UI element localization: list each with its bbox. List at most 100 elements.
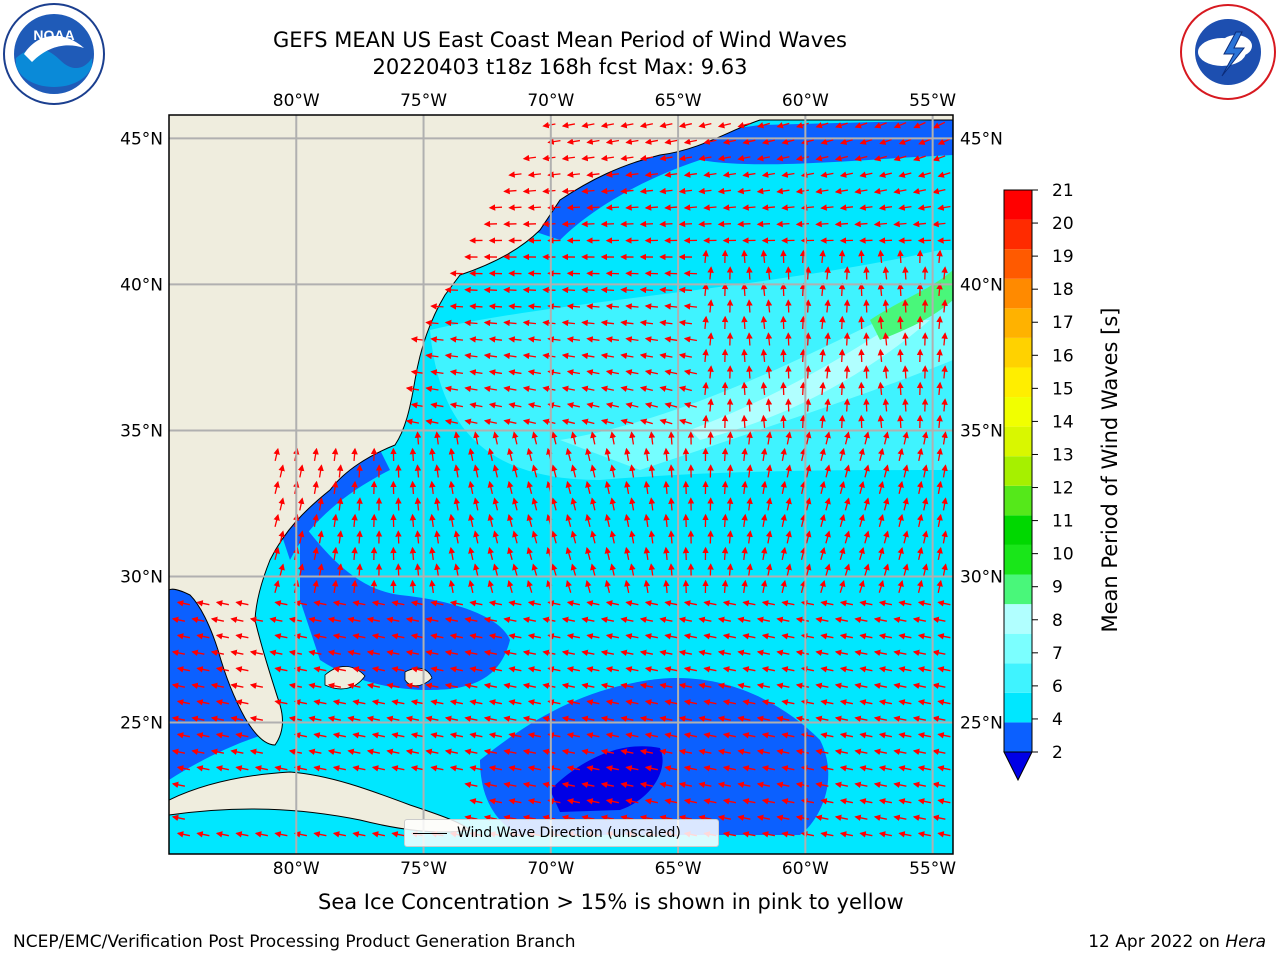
longitude-label: 60°W xyxy=(782,91,829,111)
direction-arrow xyxy=(503,385,517,393)
direction-arrow xyxy=(430,633,444,640)
direction-arrow xyxy=(819,414,826,429)
direction-arrow xyxy=(893,122,907,129)
direction-arrow xyxy=(819,480,826,494)
direction-arrow xyxy=(863,398,870,412)
direction-arrow xyxy=(444,715,459,723)
direction-arrow xyxy=(839,732,854,739)
direction-arrow xyxy=(405,715,420,723)
direction-arrow xyxy=(922,563,929,577)
direction-arrow xyxy=(863,332,870,346)
direction-arrow xyxy=(941,266,948,280)
direction-arrow xyxy=(639,715,654,723)
direction-arrow xyxy=(273,480,280,494)
direction-arrow xyxy=(508,633,522,640)
direction-arrow xyxy=(507,480,514,494)
direction-arrow xyxy=(902,266,909,280)
direction-arrow xyxy=(473,497,480,511)
direction-arrow xyxy=(698,220,712,228)
direction-arrow xyxy=(858,381,865,396)
direction-arrow xyxy=(230,616,244,624)
direction-arrow xyxy=(639,352,654,360)
direction-arrow xyxy=(741,381,748,396)
direction-arrow xyxy=(844,530,851,544)
direction-arrow xyxy=(508,699,522,706)
direction-arrow xyxy=(877,381,885,396)
direction-arrow xyxy=(878,204,893,211)
direction-arrow xyxy=(741,480,748,495)
latitude-label: 40°N xyxy=(960,275,1003,295)
direction-arrow xyxy=(726,563,734,577)
direction-arrow xyxy=(639,682,654,690)
direction-arrow xyxy=(648,530,656,544)
direction-arrow xyxy=(561,154,576,162)
direction-arrow xyxy=(551,563,558,577)
direction-arrow xyxy=(308,682,322,690)
direction-arrow xyxy=(941,365,948,379)
direction-arrow xyxy=(765,431,773,445)
direction-arrow xyxy=(776,649,790,657)
direction-arrow xyxy=(210,682,225,690)
direction-arrow xyxy=(878,447,885,461)
direction-arrow xyxy=(352,666,366,673)
direction-arrow xyxy=(492,497,499,511)
direction-arrow xyxy=(604,447,612,462)
direction-arrow xyxy=(722,600,737,607)
direction-arrow xyxy=(882,299,890,313)
direction-arrow xyxy=(565,480,572,494)
direction-arrow xyxy=(898,732,912,739)
direction-arrow xyxy=(659,352,673,360)
direction-arrow xyxy=(508,303,522,310)
direction-arrow xyxy=(781,699,795,706)
direction-arrow xyxy=(781,171,795,178)
direction-arrow xyxy=(780,447,787,462)
direction-arrow xyxy=(858,348,865,363)
direction-arrow xyxy=(936,348,943,363)
direction-arrow xyxy=(858,480,865,494)
direction-arrow xyxy=(839,513,846,527)
direction-arrow xyxy=(917,171,931,178)
direction-arrow xyxy=(448,480,456,495)
direction-arrow xyxy=(648,497,656,511)
direction-arrow xyxy=(644,699,659,706)
direction-arrow xyxy=(639,385,653,392)
direction-arrow xyxy=(625,369,639,376)
direction-arrow xyxy=(405,385,420,393)
direction-arrow xyxy=(609,563,616,577)
direction-arrow xyxy=(566,336,581,343)
direction-arrow xyxy=(873,155,887,162)
direction-arrow xyxy=(897,480,904,494)
direction-arrow xyxy=(581,121,595,129)
direction-arrow xyxy=(883,464,890,478)
direction-arrow xyxy=(624,546,631,561)
direction-arrow xyxy=(235,633,249,640)
direction-arrow xyxy=(429,513,436,528)
direction-arrow xyxy=(917,579,924,593)
direction-arrow xyxy=(873,616,888,624)
direction-arrow xyxy=(820,666,834,673)
direction-arrow xyxy=(722,732,737,739)
direction-arrow xyxy=(664,699,678,706)
direction-arrow xyxy=(604,579,611,593)
direction-arrow xyxy=(409,546,417,561)
direction-arrow xyxy=(425,649,439,657)
direction-arrow xyxy=(210,616,225,624)
direction-arrow xyxy=(702,414,709,429)
direction-arrow xyxy=(843,365,851,379)
direction-arrow xyxy=(668,497,675,511)
direction-arrow xyxy=(834,187,849,195)
longitude-labels-top: 80°W 75°W 70°W 65°W 60°W 55°W xyxy=(273,91,956,111)
colorbar-segment xyxy=(1004,367,1032,398)
direction-arrow xyxy=(488,303,503,310)
direction-arrow xyxy=(683,666,698,673)
direction-arrow xyxy=(937,138,951,145)
direction-arrow xyxy=(780,579,787,593)
direction-arrow xyxy=(332,666,347,673)
direction-arrow xyxy=(916,447,924,462)
direction-arrow xyxy=(586,369,600,376)
direction-arrow xyxy=(298,563,305,577)
direction-arrow xyxy=(922,530,929,544)
direction-arrow xyxy=(722,138,737,145)
colorbar-tick-label: 18 xyxy=(1052,280,1074,300)
